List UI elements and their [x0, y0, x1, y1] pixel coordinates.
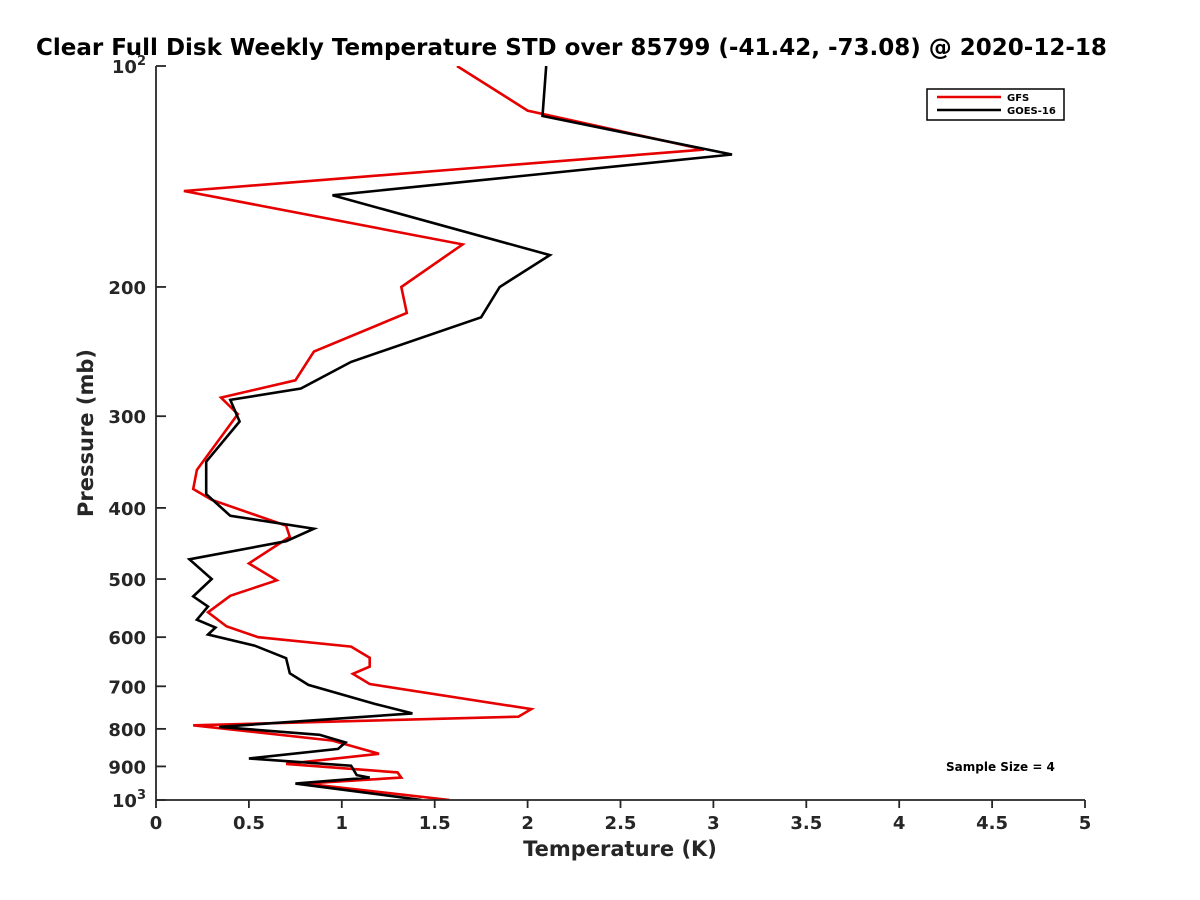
y-tick-label: 700	[108, 677, 146, 698]
x-tick-label: 2.5	[605, 813, 637, 834]
y-tick-label: 900	[108, 757, 146, 778]
x-tick-label: 0.5	[233, 813, 265, 834]
sample-size-annotation: Sample Size = 4	[946, 760, 1055, 774]
x-tick-label: 1.5	[419, 813, 451, 834]
x-tick-label: 5	[1079, 813, 1092, 834]
legend: GFS GOES-16	[926, 88, 1065, 121]
x-axis-label: Temperature (K)	[523, 837, 717, 861]
y-tick-label: 400	[108, 499, 146, 520]
chart-title: Clear Full Disk Weekly Temperature STD o…	[36, 35, 1107, 61]
y-tick-label: 500	[108, 570, 146, 591]
x-tick-label: 3	[707, 813, 720, 834]
x-tick-label: 2	[521, 813, 534, 834]
y-tick-label: 600	[108, 628, 146, 649]
series-line-gfs	[183, 66, 705, 800]
x-tick-label: 0	[150, 813, 163, 834]
series-line-goes16	[186, 66, 733, 800]
legend-box	[926, 88, 1065, 121]
legend-label-goes16: GOES-16	[1007, 106, 1056, 117]
x-axis-ticks: 0 0.5 1 1.5 2 2.5 3 3.5 4 4.5 5	[150, 800, 1092, 834]
x-tick-label: 4.5	[976, 813, 1008, 834]
plot-area: 0 0.5 1 1.5 2 2.5 3 3.5 4 4.5 5 102 200 300 400 500 600…	[108, 54, 1091, 834]
x-tick-label: 3.5	[790, 813, 822, 834]
x-tick-label: 1	[336, 813, 349, 834]
series-layer	[183, 66, 733, 800]
y-tick-label: 800	[108, 720, 146, 741]
y-axis-label: Pressure (mb)	[74, 349, 98, 517]
y-tick-label: 102	[112, 54, 146, 78]
legend-label-gfs: GFS	[1007, 93, 1029, 104]
y-tick-label: 300	[108, 407, 146, 428]
y-tick-label: 103	[112, 788, 146, 812]
y-tick-label: 200	[108, 278, 146, 299]
y-axis-ticks: 102 200 300 400 500 600 700 800 900 103	[108, 54, 166, 812]
x-tick-label: 4	[893, 813, 906, 834]
